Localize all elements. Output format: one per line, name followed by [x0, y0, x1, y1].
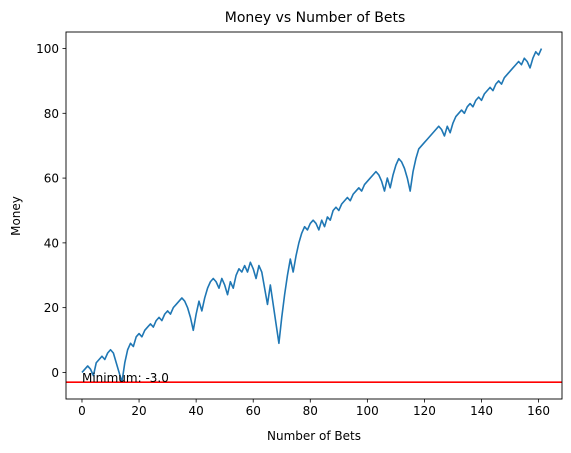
- plot-area: Minimum: -3.0: [66, 48, 562, 385]
- x-tick-label: 60: [246, 404, 261, 418]
- x-tick-label: 100: [356, 404, 379, 418]
- x-tick-label: 120: [413, 404, 436, 418]
- plot-clip-group: [66, 48, 562, 383]
- x-tick-label: 160: [527, 404, 550, 418]
- y-tick-label: 80: [44, 107, 59, 121]
- y-axis: 0 20 40 60 80 100: [36, 42, 66, 380]
- y-tick-label: 20: [44, 301, 59, 315]
- y-tick-label: 60: [44, 172, 59, 186]
- x-tick-label: 80: [303, 404, 318, 418]
- plot-frame: [65, 31, 563, 400]
- x-axis: 0 20 40 60 80 100 120 140 160: [78, 399, 550, 418]
- y-tick-label: 0: [51, 366, 59, 380]
- series-line-0: [81, 48, 543, 383]
- x-tick-label: 140: [470, 404, 493, 418]
- minimum-annotation: Minimum: -3.0: [82, 371, 169, 385]
- x-axis-label: Number of Bets: [267, 429, 361, 443]
- x-tick-label: 20: [131, 404, 146, 418]
- y-axis-label: Money: [9, 196, 23, 236]
- y-tick-label: 40: [44, 236, 59, 250]
- x-tick-label: 40: [188, 404, 203, 418]
- x-tick-label: 0: [78, 404, 86, 418]
- y-tick-label: 100: [36, 42, 59, 56]
- chart-title: Money vs Number of Bets: [225, 10, 406, 26]
